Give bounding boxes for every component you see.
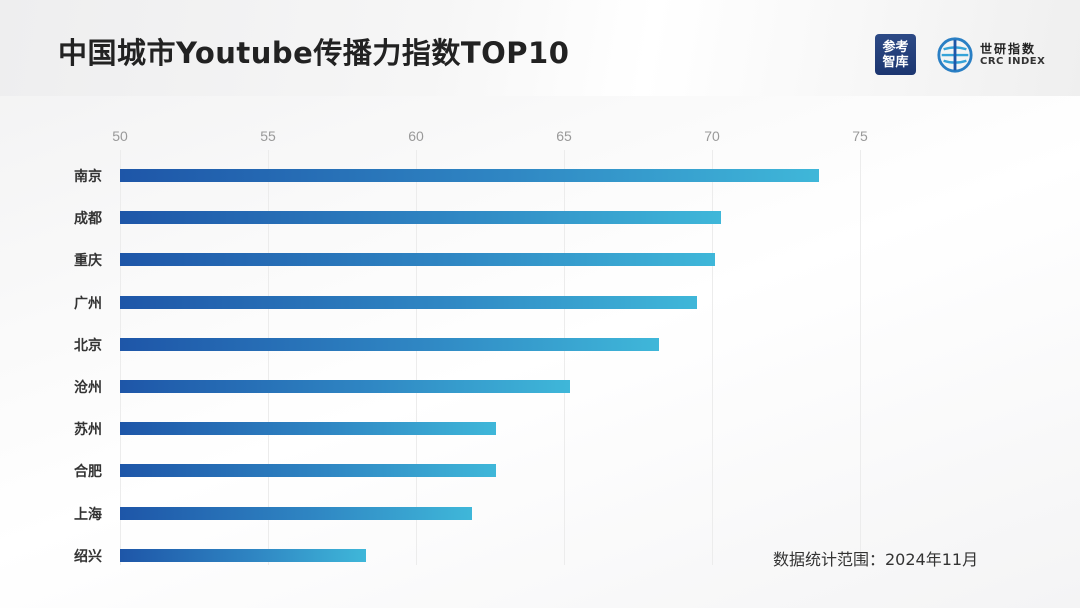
bar [120,295,698,309]
category-label: 北京 [74,337,102,354]
bar [120,337,659,351]
data-range-note: 数据统计范围：2024年11月 [773,550,979,569]
bar [120,422,496,436]
bar [120,548,366,562]
category-label: 广州 [74,295,102,312]
bar [120,169,819,182]
logo1-line2: 智库 [882,54,909,70]
category-label: 沧州 [74,380,102,396]
gridline [564,150,565,565]
x-tick-label: 55 [260,128,276,144]
gridline [120,150,121,565]
logo2-cn: 世研指数 [980,42,1037,56]
gridline [712,150,713,565]
category-label: 绍兴 [74,548,102,565]
category-label: 重庆 [74,253,102,270]
x-tick-label: 70 [704,128,720,144]
category-label: 合肥 [74,464,102,481]
x-tick-label: 65 [556,128,572,144]
category-label: 成都 [74,211,102,228]
cankao-zhiku-logo: 参考 智库 [875,34,916,75]
category-label: 苏州 [74,422,102,439]
bar [120,380,570,393]
x-tick-label: 75 [852,128,868,144]
bar [120,464,496,478]
bar [120,211,721,225]
category-label: 南京 [74,169,102,185]
logo2-en: CRC INDEX [980,56,1046,67]
category-label: 上海 [74,506,102,523]
logo1-line1: 参考 [882,39,909,55]
gridline [860,150,861,565]
bar [120,253,715,267]
x-tick-label: 50 [112,128,128,144]
header-band: 中国城市Youtube传播力指数TOP10 参考 智库 世研指数 CRC IND… [0,0,1080,96]
page-title: 中国城市Youtube传播力指数TOP10 [58,36,570,70]
gridline [268,150,269,565]
crc-index-logo: 世研指数 CRC INDEX [936,36,1045,74]
gridline [416,150,417,565]
globe-icon [937,37,973,73]
bar [120,506,473,520]
x-tick-label: 60 [408,128,424,144]
